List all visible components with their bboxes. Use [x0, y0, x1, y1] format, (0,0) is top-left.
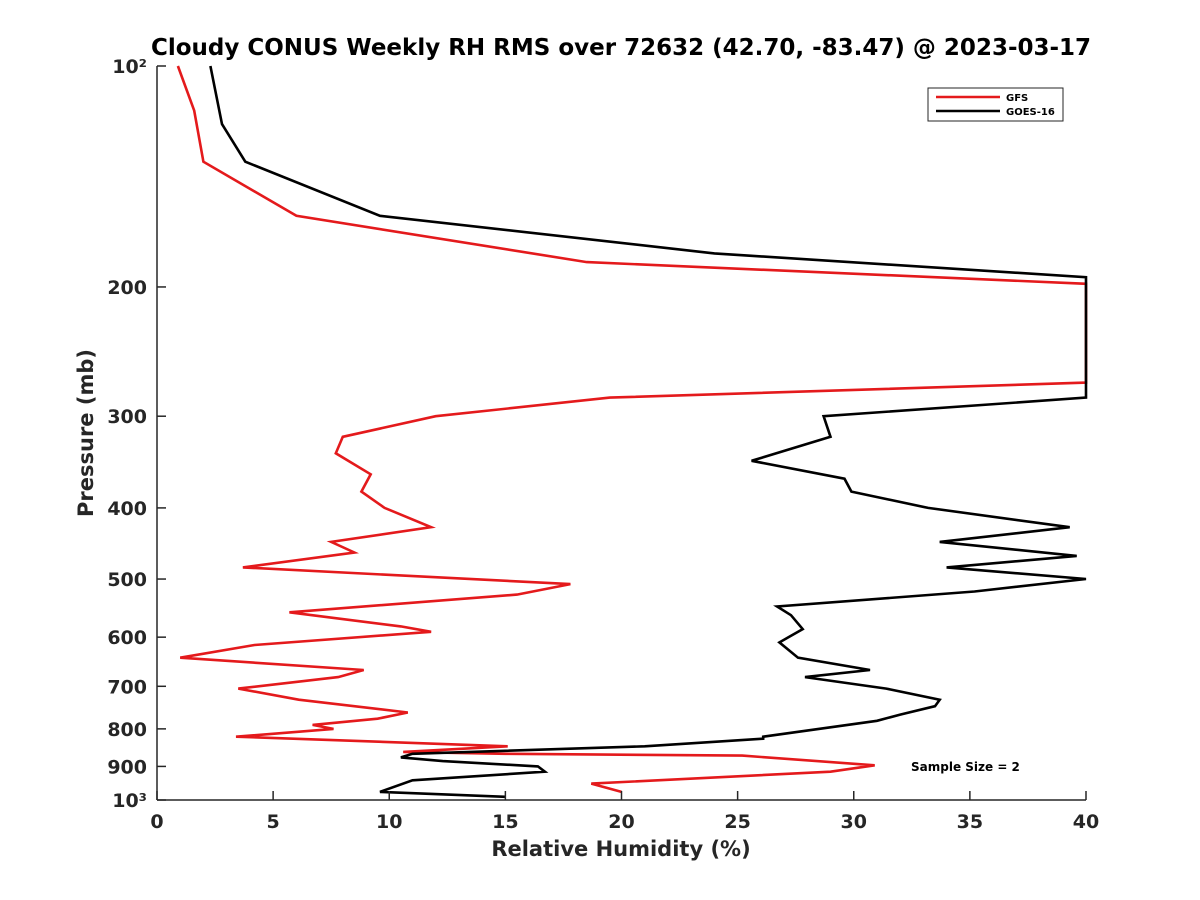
y-tick-label: 500	[107, 569, 147, 591]
legend-label-goes-16: GOES-16	[1006, 107, 1055, 118]
x-axis-label: Relative Humidity (%)	[491, 837, 750, 861]
x-tick-label: 35	[957, 811, 983, 833]
legend-box	[927, 87, 1064, 122]
legend: GFS GOES-16	[927, 87, 1064, 122]
x-tick-label: 20	[608, 811, 634, 833]
x-ticks: 0 5 10 15 20 25 30 35 40	[150, 791, 1099, 833]
y-tick-label: 600	[107, 627, 147, 649]
sample-size-annotation: Sample Size = 2	[911, 760, 1020, 774]
series-layer	[176, 65, 1088, 799]
x-tick-label: 40	[1073, 811, 1099, 833]
y-tick-label: 10²	[112, 56, 147, 78]
y-tick-label: 10³	[112, 790, 147, 812]
plot-frame	[157, 66, 1086, 800]
series-line-goes-16	[209, 65, 1088, 799]
y-ticks: 10² 200 300 400 500 600 700 800 900 10³	[107, 56, 166, 812]
y-tick-label: 400	[107, 498, 147, 520]
x-tick-label: 25	[724, 811, 750, 833]
y-tick-label: 300	[107, 406, 147, 428]
y-axis-label: Pressure (mb)	[74, 349, 98, 517]
x-tick-label: 30	[841, 811, 867, 833]
x-tick-label: 10	[376, 811, 402, 833]
chart-title: Cloudy CONUS Weekly RH RMS over 72632 (4…	[151, 35, 1091, 61]
y-tick-label: 800	[107, 719, 147, 741]
y-tick-label: 900	[107, 756, 147, 778]
y-tick-label: 200	[107, 277, 147, 299]
x-tick-label: 15	[492, 811, 518, 833]
x-tick-label: 0	[150, 811, 163, 833]
legend-label-gfs: GFS	[1006, 93, 1028, 104]
y-tick-label: 700	[107, 676, 147, 698]
x-tick-label: 5	[267, 811, 280, 833]
series-line-gfs	[176, 65, 1088, 794]
